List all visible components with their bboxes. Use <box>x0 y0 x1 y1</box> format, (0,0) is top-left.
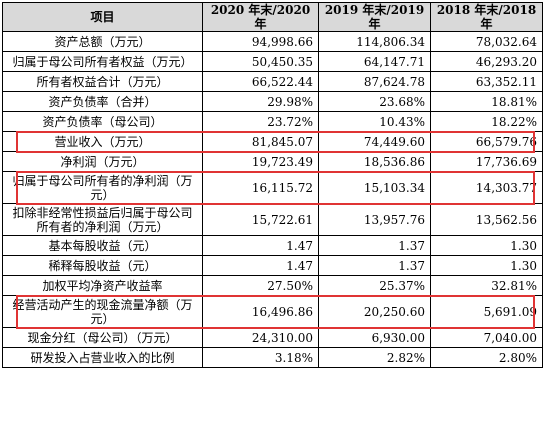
table-row-highlighted: 营业收入（万元） 81,845.07 74,449.60 66,579.76 <box>2 131 543 152</box>
row-label: 资产负债率（合并） <box>2 91 203 112</box>
row-label: 扣除非经常性损益后归属于母公司所有者的净利润（万元） <box>2 203 203 236</box>
value-2018: 1.30 <box>430 255 543 276</box>
value-2019: 23.68% <box>318 91 431 112</box>
value-2019: 64,147.71 <box>318 51 431 72</box>
header-item: 项目 <box>2 2 203 32</box>
value-2019: 1.37 <box>318 255 431 276</box>
row-label: 归属于母公司所有者的净利润（万元） <box>2 171 203 204</box>
header-row: 项目 2020 年末/2020 年 2019 年末/2019 年 2018 年末… <box>2 2 543 32</box>
table-row-highlighted: 经营活动产生的现金流量净额（万元） 16,496.86 20,250.60 5,… <box>2 295 543 328</box>
value-2019: 114,806.34 <box>318 31 431 52</box>
header-2020: 2020 年末/2020 年 <box>202 2 319 32</box>
table-row: 基本每股收益（元） 1.47 1.37 1.30 <box>2 235 543 256</box>
table-row: 所有者权益合计（万元） 66,522.44 87,624.78 63,352.1… <box>2 71 543 92</box>
value-2019: 25.37% <box>318 275 431 296</box>
table-row: 资产负债率（合并） 29.98% 23.68% 18.81% <box>2 91 543 112</box>
table-row: 研发投入占营业收入的比例 3.18% 2.82% 2.80% <box>2 347 543 368</box>
value-2018: 18.81% <box>430 91 543 112</box>
value-2018: 66,579.76 <box>430 131 543 152</box>
value-2020: 19,723.49 <box>202 151 319 172</box>
value-2020: 15,722.61 <box>202 203 319 236</box>
table-row: 加权平均净资产收益率 27.50% 25.37% 32.81% <box>2 275 543 296</box>
value-2018: 17,736.69 <box>430 151 543 172</box>
row-label: 基本每股收益（元） <box>2 235 203 256</box>
value-2019: 74,449.60 <box>318 131 431 152</box>
value-2020: 66,522.44 <box>202 71 319 92</box>
table-row: 现金分红（母公司）（万元） 24,310.00 6,930.00 7,040.0… <box>2 327 543 348</box>
value-2020: 81,845.07 <box>202 131 319 152</box>
header-2019: 2019 年末/2019 年 <box>318 2 431 32</box>
header-2018: 2018 年末/2018 年 <box>430 2 543 32</box>
value-2018: 13,562.56 <box>430 203 543 236</box>
row-label: 经营活动产生的现金流量净额（万元） <box>2 295 203 328</box>
value-2019: 18,536.86 <box>318 151 431 172</box>
value-2018: 1.30 <box>430 235 543 256</box>
value-2019: 15,103.34 <box>318 171 431 204</box>
row-label: 资产总额（万元） <box>2 31 203 52</box>
value-2020: 1.47 <box>202 255 319 276</box>
value-2019: 20,250.60 <box>318 295 431 328</box>
row-label: 所有者权益合计（万元） <box>2 71 203 92</box>
table-row-highlighted: 归属于母公司所有者的净利润（万元） 16,115.72 15,103.34 14… <box>2 171 543 204</box>
value-2019: 1.37 <box>318 235 431 256</box>
row-label: 归属于母公司所有者权益（万元） <box>2 51 203 72</box>
value-2019: 13,957.76 <box>318 203 431 236</box>
value-2018: 18.22% <box>430 111 543 132</box>
value-2019: 2.82% <box>318 347 431 368</box>
value-2018: 7,040.00 <box>430 327 543 348</box>
row-label: 营业收入（万元） <box>2 131 203 152</box>
table-row: 净利润（万元） 19,723.49 18,536.86 17,736.69 <box>2 151 543 172</box>
value-2019: 87,624.78 <box>318 71 431 92</box>
value-2020: 16,115.72 <box>202 171 319 204</box>
row-label: 研发投入占营业收入的比例 <box>2 347 203 368</box>
row-label: 稀释每股收益（元） <box>2 255 203 276</box>
value-2020: 50,450.35 <box>202 51 319 72</box>
table-row: 扣除非经常性损益后归属于母公司所有者的净利润（万元） 15,722.61 13,… <box>2 203 543 236</box>
value-2020: 94,998.66 <box>202 31 319 52</box>
value-2020: 3.18% <box>202 347 319 368</box>
value-2018: 32.81% <box>430 275 543 296</box>
value-2020: 23.72% <box>202 111 319 132</box>
financial-summary-table: 项目 2020 年末/2020 年 2019 年末/2019 年 2018 年末… <box>2 2 543 368</box>
value-2020: 27.50% <box>202 275 319 296</box>
value-2019: 6,930.00 <box>318 327 431 348</box>
value-2018: 14,303.77 <box>430 171 543 204</box>
value-2018: 63,352.11 <box>430 71 543 92</box>
table-row: 资产总额（万元） 94,998.66 114,806.34 78,032.64 <box>2 31 543 52</box>
row-label: 净利润（万元） <box>2 151 203 172</box>
value-2020: 16,496.86 <box>202 295 319 328</box>
table-row: 稀释每股收益（元） 1.47 1.37 1.30 <box>2 255 543 276</box>
table-row: 资产负债率（母公司） 23.72% 10.43% 18.22% <box>2 111 543 132</box>
row-label: 现金分红（母公司）（万元） <box>2 327 203 348</box>
value-2018: 46,293.20 <box>430 51 543 72</box>
value-2020: 24,310.00 <box>202 327 319 348</box>
row-label: 资产负债率（母公司） <box>2 111 203 132</box>
value-2020: 1.47 <box>202 235 319 256</box>
value-2018: 78,032.64 <box>430 31 543 52</box>
value-2020: 29.98% <box>202 91 319 112</box>
value-2018: 5,691.09 <box>430 295 543 328</box>
table-row: 归属于母公司所有者权益（万元） 50,450.35 64,147.71 46,2… <box>2 51 543 72</box>
value-2018: 2.80% <box>430 347 543 368</box>
value-2019: 10.43% <box>318 111 431 132</box>
row-label: 加权平均净资产收益率 <box>2 275 203 296</box>
